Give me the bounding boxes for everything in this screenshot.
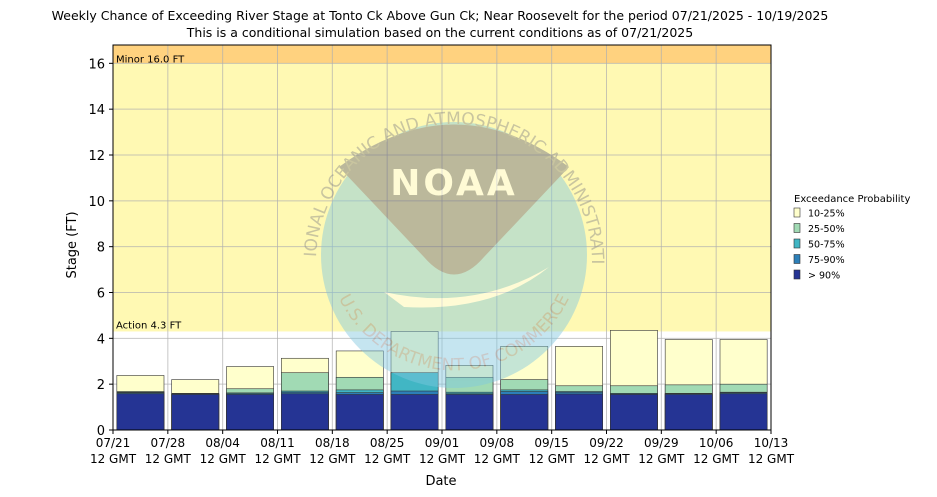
x-tick-date: 07/28: [151, 436, 186, 450]
plot-area: Minor 16.0 FT Action 4.3 FT: [112, 45, 772, 431]
x-tick-time: 12 GMT: [200, 452, 247, 466]
x-tick-time: 12 GMT: [529, 452, 576, 466]
x-tick-date: 07/21: [96, 436, 131, 450]
legend-label: 75-90%: [808, 255, 845, 266]
watermark-logo-text: NOAA: [390, 163, 518, 204]
bar-90-week-2: [171, 394, 220, 431]
y-tick-label: 16: [88, 57, 105, 72]
legend-swatch: [793, 238, 801, 249]
watermark-bird-sky: [339, 124, 569, 275]
legend-swatch: [793, 223, 801, 233]
y-axis-label: Stage (FT): [65, 211, 80, 278]
bar-90-week-5: [335, 394, 384, 431]
y-tick-label: 2: [97, 378, 105, 393]
x-tick-time: 12 GMT: [145, 452, 192, 466]
x-tick-date: 10/06: [699, 436, 734, 450]
x-tick-date: 08/25: [370, 436, 405, 450]
bar-90-week-8: [500, 394, 549, 431]
x-tick-date: 09/15: [534, 436, 569, 450]
chart-subtitle: This is a conditional simulation based o…: [186, 25, 693, 40]
x-tick-time: 12 GMT: [693, 452, 740, 466]
bar-90-week-1: [116, 393, 165, 431]
x-tick-time: 12 GMT: [474, 452, 521, 466]
x-tick-time: 12 GMT: [309, 452, 356, 466]
y-tick-label: 8: [97, 241, 105, 256]
x-tick-time: 12 GMT: [254, 452, 301, 466]
x-tick-time: 12 GMT: [364, 452, 411, 466]
x-tick-date: 09/01: [425, 436, 460, 450]
legend-label: > 90%: [808, 271, 840, 282]
y-tick-label: 12: [88, 149, 105, 164]
bar-90-week-11: [664, 394, 713, 431]
x-tick-time: 12 GMT: [419, 452, 466, 466]
y-tick-label: 14: [88, 103, 105, 118]
legend-label: 10-25%: [808, 209, 845, 220]
legend-swatch: [793, 269, 801, 280]
x-tick-time: 12 GMT: [583, 452, 630, 466]
x-tick-date: 08/18: [315, 436, 350, 450]
x-tick-date: 09/29: [644, 436, 679, 450]
watermark-disc: [321, 122, 587, 388]
x-tick-date: 09/08: [480, 436, 515, 450]
bar-90-week-12: [719, 393, 768, 431]
legend-label: 25-50%: [808, 224, 845, 235]
x-tick-time: 12 GMT: [90, 452, 137, 466]
x-axis-label: Date: [425, 474, 456, 489]
legend: Exceedance Probability 10-25% 25-50% 50-75…: [793, 194, 910, 282]
chart-title: Weekly Chance of Exceeding River Stage a…: [52, 8, 829, 23]
bar-90-week-10: [610, 394, 658, 431]
x-tick-time: 12 GMT: [638, 452, 685, 466]
legend-label: 50-75%: [808, 240, 845, 251]
action-threshold-label: Action 4.3 FT: [116, 320, 182, 331]
x-tick-date: 08/11: [260, 436, 295, 450]
legend-swatch: [793, 207, 801, 218]
watermark-gull: [384, 267, 549, 308]
y-tick-label: 6: [97, 287, 105, 302]
x-tick-time: 12 GMT: [748, 452, 795, 466]
bar-90-week-3: [226, 394, 274, 431]
x-tick-date: 09/22: [589, 436, 624, 450]
bar-90-week-9: [555, 393, 603, 431]
legend-swatch: [793, 254, 801, 264]
y-tick-label: 10: [88, 195, 105, 210]
legend-title: Exceedance Probability: [794, 194, 910, 205]
x-tick-date: 08/04: [205, 436, 240, 450]
x-tick-date: 10/13: [754, 436, 789, 450]
y-tick-label: 4: [97, 332, 105, 347]
minor-threshold-label: Minor 16.0 FT: [116, 54, 185, 65]
bar-90-week-7: [445, 394, 494, 431]
bar-90-week-6: [390, 394, 439, 431]
y-tick-label: 0: [97, 424, 105, 439]
bar-90-week-4: [281, 393, 329, 431]
axes: 0 2 4 6 8 10 12 14 16 07/21 12 GMT 07/28 12 GMT 08/04…: [88, 44, 795, 466]
